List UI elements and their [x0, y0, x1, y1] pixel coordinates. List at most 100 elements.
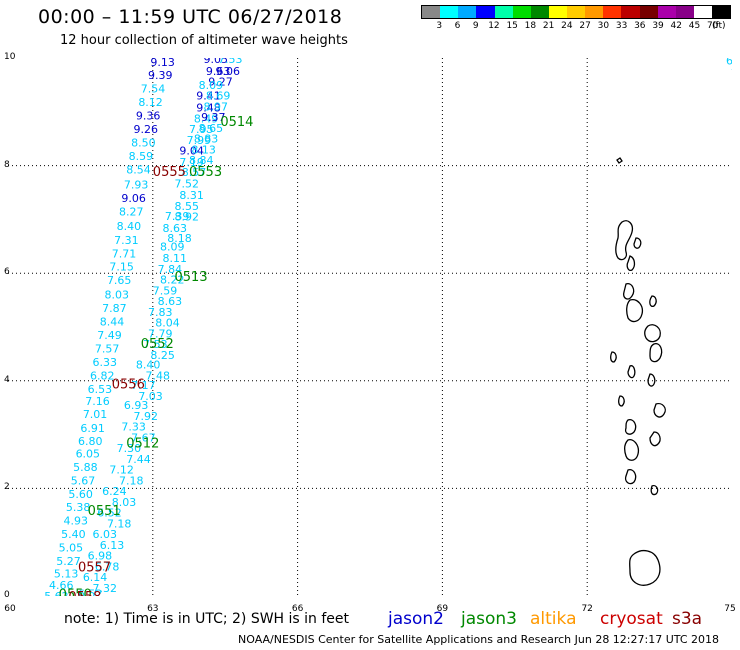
legend-item-s3a: s3a	[672, 609, 703, 629]
time-marker: 0553	[189, 165, 222, 180]
time-marker: 0552	[141, 337, 174, 352]
swh-label: 5.60	[68, 488, 93, 501]
island-outline	[618, 395, 625, 407]
swh-label: 9.26	[133, 123, 158, 136]
swh-label: 7.30	[117, 442, 142, 455]
island-outline	[629, 549, 661, 586]
swh-label: 5.67	[71, 474, 96, 487]
swh-label: 9.37	[201, 111, 226, 124]
swh-label: 5.13	[54, 567, 79, 580]
island-outline	[626, 299, 644, 323]
swh-label: 6.52	[97, 507, 122, 520]
swh-label: 7.33	[121, 421, 146, 434]
swh-label: 7.01	[83, 408, 108, 421]
color-scale-tick: 18	[524, 21, 537, 31]
color-scale-tick: 33	[615, 21, 628, 31]
swh-label: 7.52	[175, 177, 200, 190]
swh-label: 7.83	[148, 306, 173, 319]
swh-label: 6.24	[102, 485, 127, 498]
color-swatch	[621, 6, 640, 18]
swh-label: 5.88	[73, 461, 98, 474]
island-outline	[653, 402, 666, 418]
island-outline	[649, 431, 661, 447]
swh-label: 7.65	[107, 274, 131, 287]
swh-label: 8.54	[126, 163, 150, 176]
y-tick-label: 6	[4, 267, 10, 278]
map-plot: 9.139.397.548.129.369.268.508.598.54 7.93…	[8, 58, 732, 596]
swh-label: 7.53	[218, 58, 243, 66]
swh-label: 7.03	[138, 390, 163, 403]
swh-label: 8.59	[129, 150, 154, 163]
y-tick-label: 4	[4, 374, 10, 385]
color-scale-tick: 9	[472, 21, 479, 31]
swh-label: 9.06	[121, 192, 146, 205]
swh-label: 7.57	[95, 343, 120, 356]
color-swatch	[675, 6, 694, 18]
color-scale-tick: 42	[670, 21, 683, 31]
swh-label: 7.17	[131, 379, 156, 392]
island-outline	[622, 283, 635, 300]
x-tick-label: 60	[4, 604, 16, 614]
swh-label: 8.03	[105, 289, 129, 302]
swh-label: 8.11	[162, 252, 187, 265]
color-swatch	[603, 6, 622, 18]
island-outline	[647, 373, 656, 387]
color-swatch	[494, 6, 513, 18]
color-swatch	[639, 6, 658, 18]
x-tick-label: 69	[436, 604, 449, 614]
chart-title: 00:00 – 11:59 UTC 06/27/2018	[38, 6, 343, 28]
y-tick-label: 2	[4, 482, 10, 493]
swh-label: 6.13	[100, 539, 125, 552]
swh-label: 7.18	[107, 517, 131, 530]
swh-label: 7.71	[112, 247, 137, 260]
swh-label: 9.04	[179, 145, 204, 158]
color-scale-ticks: 3 6 9 12 15 18 21 24 27 30 33 36 39 42 45 70	[421, 21, 731, 33]
swh-label: 8.63	[162, 222, 187, 235]
swh-label: 7.18	[119, 474, 144, 487]
time-marker: 0513	[175, 270, 208, 285]
swh-label: 9.39	[148, 69, 173, 82]
swh-label: 8.09	[160, 240, 185, 253]
color-swatch	[530, 6, 549, 18]
island-outline	[624, 469, 637, 485]
swh-label: 8.31	[179, 189, 204, 202]
swh-label: 8.18	[167, 232, 192, 245]
swh-label: 8.49	[194, 112, 219, 125]
color-scale-tick: 36	[634, 21, 646, 31]
color-swatch	[567, 6, 586, 18]
color-swatch	[585, 6, 604, 18]
swh-label: 7.79	[148, 327, 173, 340]
time-marker: 0550	[59, 587, 92, 596]
swh-label: 7.12	[109, 464, 134, 477]
island-outline	[644, 324, 661, 343]
swh-label: 9.63	[206, 65, 231, 78]
swh-label: 8.65	[199, 122, 224, 135]
chart-subtitle: 12 hour collection of altimeter wave hei…	[60, 33, 348, 48]
color-scale-tick: 27	[579, 21, 591, 31]
y-tick-label: 10	[4, 52, 16, 62]
y-tick-label: 0	[4, 590, 10, 600]
footnote: note: 1) Time is in UTC; 2) SWH is in fe…	[64, 611, 350, 627]
swh-label: 8.55	[175, 200, 200, 213]
swh-label: 6.98	[88, 550, 113, 563]
x-tick-label: 66	[291, 604, 304, 614]
swh-label: 8.40	[117, 220, 142, 233]
island-outline	[610, 351, 617, 363]
swh-label: 9.27	[208, 76, 233, 89]
swh-label: 7.54	[141, 83, 166, 96]
island-outline	[624, 419, 637, 435]
swh-label: 5.27	[56, 555, 80, 568]
swh-label: 7.99	[187, 134, 212, 147]
swh-label: 7.87	[102, 302, 127, 315]
swh-label: 7.16	[85, 395, 110, 408]
x-tick-label: 72	[581, 604, 593, 614]
color-swatch	[712, 6, 731, 18]
swh-label: 6.91	[80, 422, 105, 435]
color-scale-tick: 24	[561, 21, 573, 31]
swh-label: 8.40	[136, 359, 161, 372]
swh-label: 5.40	[61, 528, 86, 541]
swh-label: 6.14	[83, 571, 108, 584]
island-outline	[626, 255, 636, 272]
swh-label: 8.25	[150, 349, 175, 362]
island-outline	[633, 237, 642, 249]
